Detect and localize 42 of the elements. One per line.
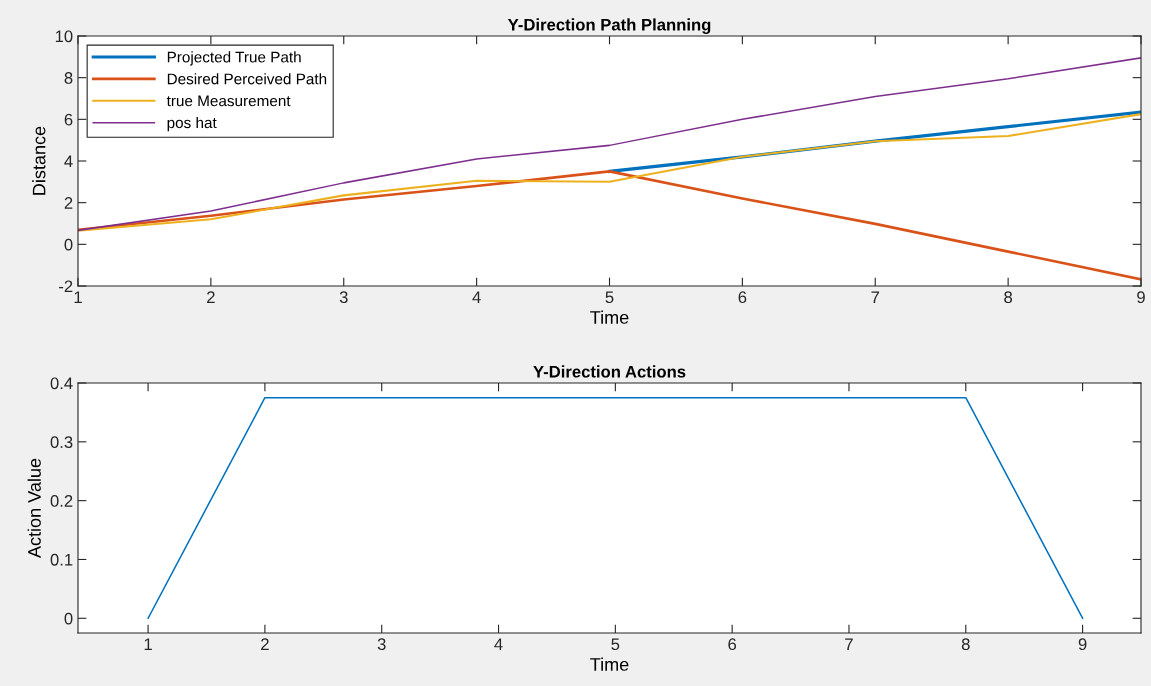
y-tick-label: 2 <box>64 197 73 209</box>
y-tick-label: 0.1 <box>50 553 73 566</box>
y-tick-label: 0 <box>64 238 73 251</box>
legend-label: pos hat <box>167 116 217 132</box>
y-tick-label: -2 <box>59 280 73 293</box>
y-tick-label: 0.2 <box>50 495 73 507</box>
x-tick-label: 3 <box>339 291 348 304</box>
x-tick-label: 2 <box>207 291 215 303</box>
x-tick-label: 4 <box>494 638 503 650</box>
x-tick-label: 4 <box>472 291 481 303</box>
x-tick-label: 9 <box>1137 291 1145 304</box>
legend-label: true Measurement <box>166 95 291 107</box>
y-axis-title: Action Value <box>27 458 41 558</box>
y-tick-label: 0.3 <box>50 436 73 449</box>
line-series <box>78 113 1141 232</box>
x-tick-label: 1 <box>144 638 152 650</box>
legend-label: Desired Perceived Path <box>167 73 327 85</box>
x-tick-label: 6 <box>738 291 747 304</box>
x-tick-label: 8 <box>961 638 970 651</box>
y-tick-label: 6 <box>64 113 73 126</box>
x-tick-label: 9 <box>1078 638 1087 651</box>
x-tick-label: 7 <box>845 638 853 650</box>
x-tick-label: 3 <box>377 638 386 651</box>
x-tick-label: 5 <box>605 291 614 304</box>
y-tick-label: 8 <box>64 72 73 84</box>
x-axis-title: Time <box>590 657 629 671</box>
x-axis-title: Time <box>590 310 629 324</box>
x-tick-label: 6 <box>728 638 737 651</box>
legend-label: Projected True Path <box>167 51 301 66</box>
x-tick-label: 8 <box>1004 291 1013 304</box>
y-tick-label: 10 <box>55 30 73 43</box>
x-tick-label: 5 <box>611 638 620 651</box>
y-tick-label: 0.4 <box>50 377 73 390</box>
chart-title: Y-Direction Path Planning <box>507 18 711 34</box>
y-tick-label: 4 <box>64 155 73 168</box>
x-tick-label: 1 <box>74 291 82 303</box>
chart-title: Y-Direction Actions <box>533 365 686 378</box>
y-tick-label: 0 <box>64 612 73 625</box>
x-tick-label: 7 <box>871 291 880 303</box>
x-tick-label: 2 <box>261 638 269 650</box>
line-series <box>78 170 1141 281</box>
y-axis-title: Distance <box>32 126 46 195</box>
